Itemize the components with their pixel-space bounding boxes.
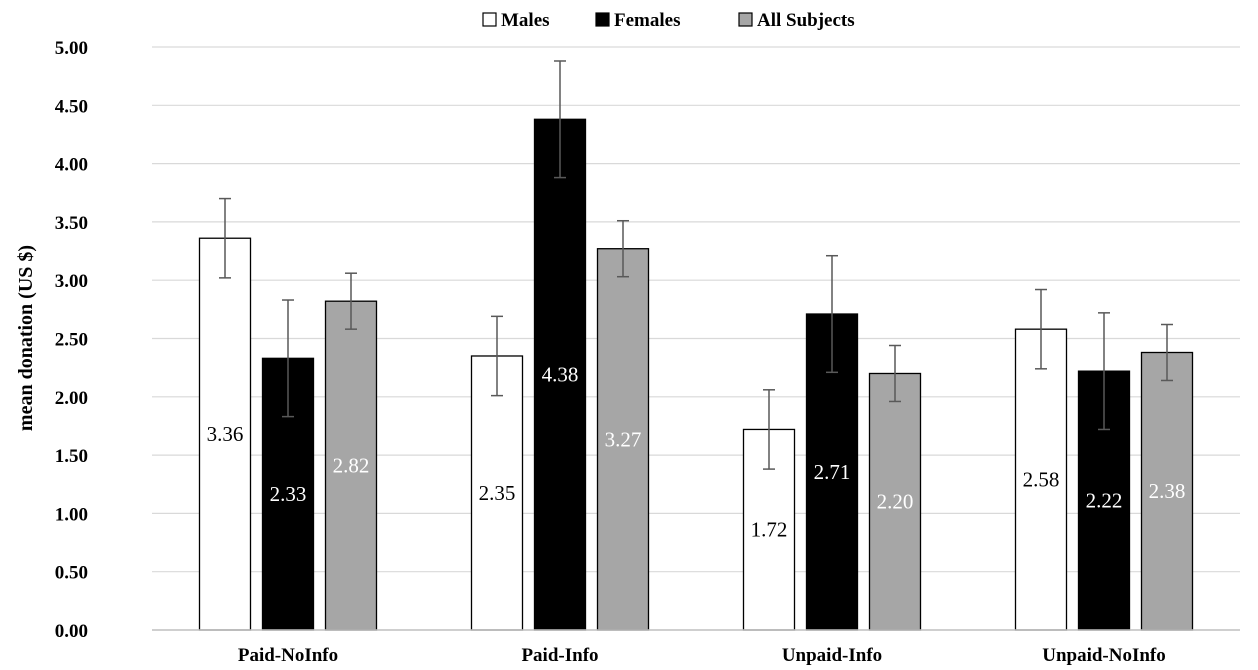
data-label: 2.33	[270, 482, 307, 506]
legend-label: All Subjects	[757, 10, 855, 31]
legend-label: Females	[614, 10, 680, 31]
y-tick-label: 0.00	[55, 621, 88, 642]
legend-swatch	[482, 12, 497, 27]
bar	[1140, 351, 1194, 631]
data-labels: 3.36 2.33 2.82 2.35 4.38 3.27 1.72 2.71 2.20 2.58…	[207, 363, 1186, 542]
data-label: 4.38	[542, 363, 579, 387]
y-tick-label: 4.00	[55, 155, 88, 176]
data-label: 2.58	[1023, 468, 1060, 492]
bar	[1014, 328, 1068, 631]
bar	[470, 355, 524, 631]
bar	[868, 372, 922, 631]
y-tick-label: 0.50	[55, 563, 88, 584]
bars	[198, 118, 1194, 631]
data-label: 3.27	[605, 427, 642, 451]
y-tick-label: 5.00	[55, 38, 88, 59]
y-tick-label: 1.00	[55, 504, 88, 525]
legend-label: Males	[501, 10, 550, 31]
bar	[596, 248, 650, 631]
legend-swatch	[738, 12, 753, 27]
x-tick-label: Paid-Info	[521, 645, 598, 666]
bar	[533, 118, 587, 631]
legend: Males Females All Subjects	[482, 10, 855, 31]
y-tick-label: 2.00	[55, 388, 88, 409]
data-label: 2.20	[877, 490, 914, 514]
data-label: 2.82	[333, 454, 370, 478]
y-tick-label: 3.50	[55, 213, 88, 234]
data-label: 2.35	[479, 481, 516, 505]
y-tick-label: 3.00	[55, 271, 88, 292]
data-label: 2.38	[1149, 479, 1186, 503]
y-tick-label: 2.50	[55, 330, 88, 351]
gridlines	[152, 46, 1240, 573]
data-label: 2.22	[1086, 489, 1123, 513]
error-bars	[219, 60, 1173, 470]
data-label: 3.36	[207, 422, 244, 446]
x-tick-label: Paid-NoInfo	[238, 645, 338, 666]
x-axis-categories: Paid-NoInfo Paid-Info Unpaid-Info Unpaid-No…	[238, 645, 1166, 666]
y-axis-ticks: 0.00 0.50 1.00 1.50 2.00 2.50 3.00 3.50 4.00 4.50…	[55, 38, 88, 642]
y-tick-label: 1.50	[55, 446, 88, 467]
data-label: 1.72	[751, 518, 788, 542]
y-tick-label: 4.50	[55, 96, 88, 117]
legend-swatch	[595, 12, 610, 27]
y-axis-title: mean donation (US $)	[15, 245, 37, 431]
data-label: 2.71	[814, 460, 851, 484]
x-tick-label: Unpaid-Info	[782, 645, 882, 666]
x-tick-label: Unpaid-NoInfo	[1042, 645, 1166, 666]
